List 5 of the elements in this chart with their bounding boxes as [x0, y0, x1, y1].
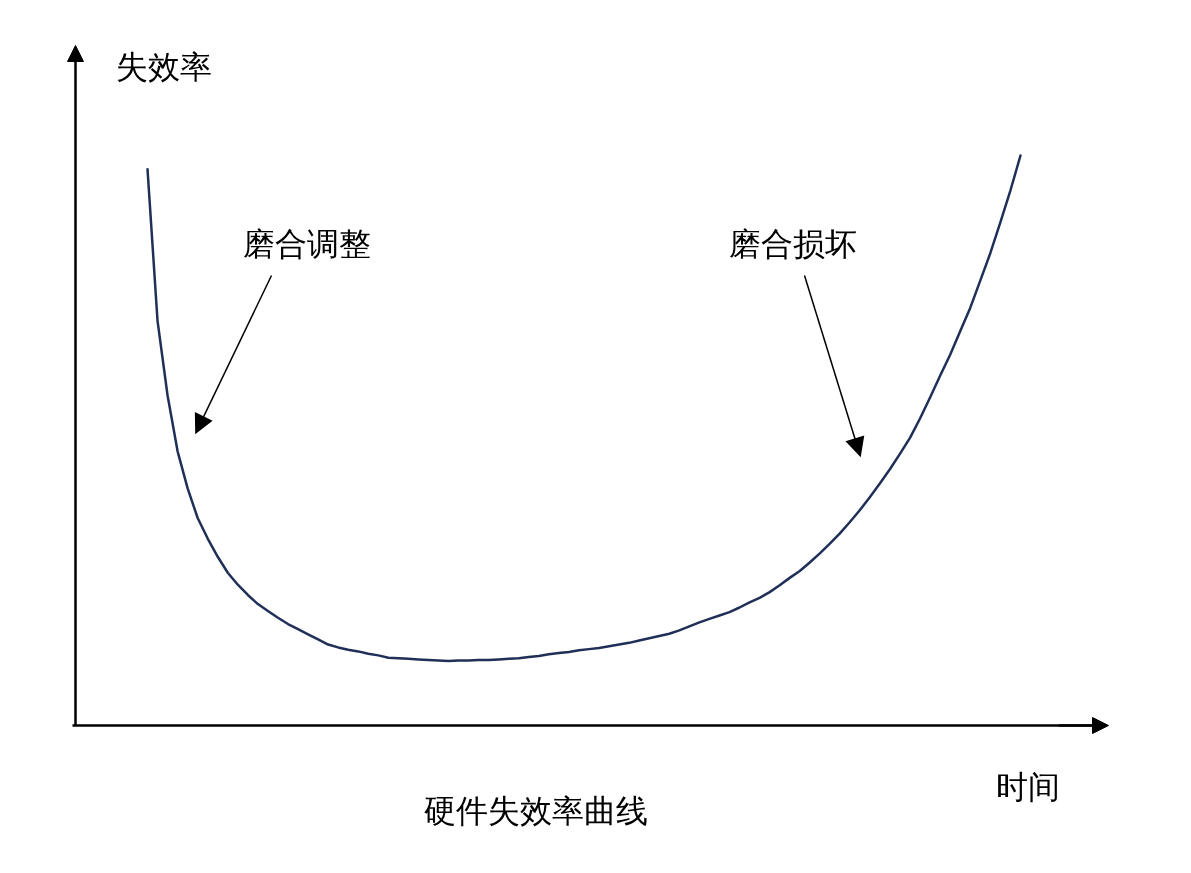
- annotation: 磨合损坏: [728, 224, 857, 263]
- x-axis-title: 时间: [995, 767, 1060, 806]
- annotation: 磨合调整: [242, 224, 371, 263]
- y-axis-title: 失效率: [115, 47, 212, 86]
- text: 硬件失效率曲线: [423, 791, 648, 830]
